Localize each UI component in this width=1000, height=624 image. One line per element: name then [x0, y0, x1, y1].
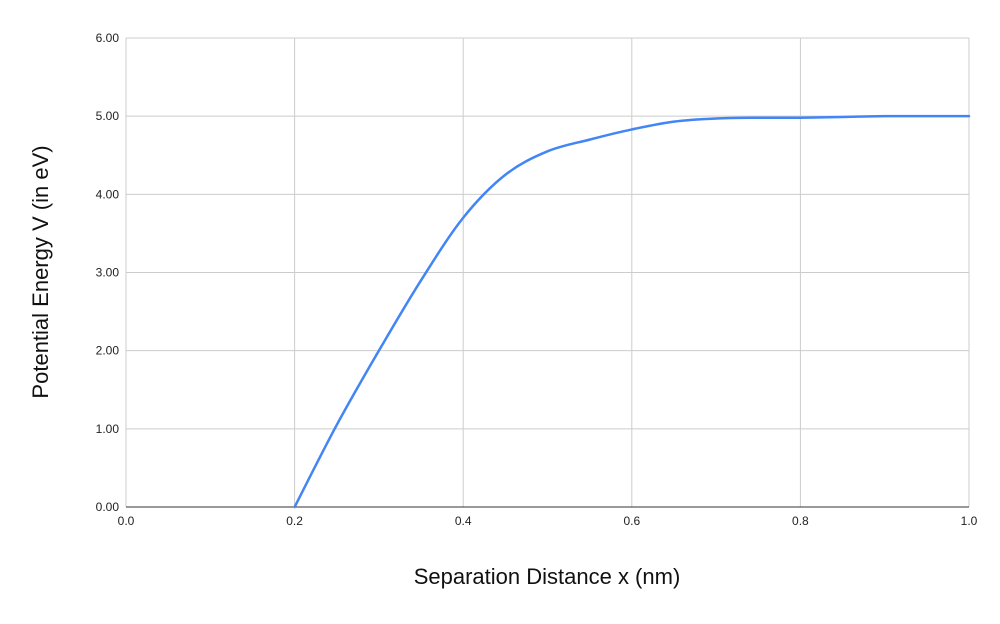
y-tick-label: 5.00 — [96, 109, 120, 123]
series-line — [293, 114, 971, 509]
x-tick-label: 0.2 — [286, 514, 303, 528]
x-tick-label: 0.8 — [792, 514, 809, 528]
x-tick-label: 0.6 — [623, 514, 640, 528]
y-tick-label: 3.00 — [96, 266, 120, 280]
y-axis-title: Potential Energy V (in eV) — [28, 145, 53, 398]
x-tick-label: 0.0 — [118, 514, 135, 528]
grid-layer — [125, 37, 970, 507]
series-layer — [293, 114, 971, 509]
y-tick-label: 2.00 — [96, 344, 120, 358]
axis-layer: 0.00 1.00 2.00 3.00 4.00 5.00 6.00 0.0 0.2 0.4 0.6… — [96, 31, 978, 528]
y-tick-label: 4.00 — [96, 187, 120, 201]
y-tick-label: 1.00 — [96, 422, 120, 436]
y-tick-label: 6.00 — [96, 31, 120, 45]
x-tick-label: 1.0 — [961, 514, 978, 528]
x-axis-title: Separation Distance x (nm) — [414, 564, 681, 589]
y-tick-label: 0.00 — [96, 500, 120, 514]
x-tick-label: 0.4 — [455, 514, 472, 528]
